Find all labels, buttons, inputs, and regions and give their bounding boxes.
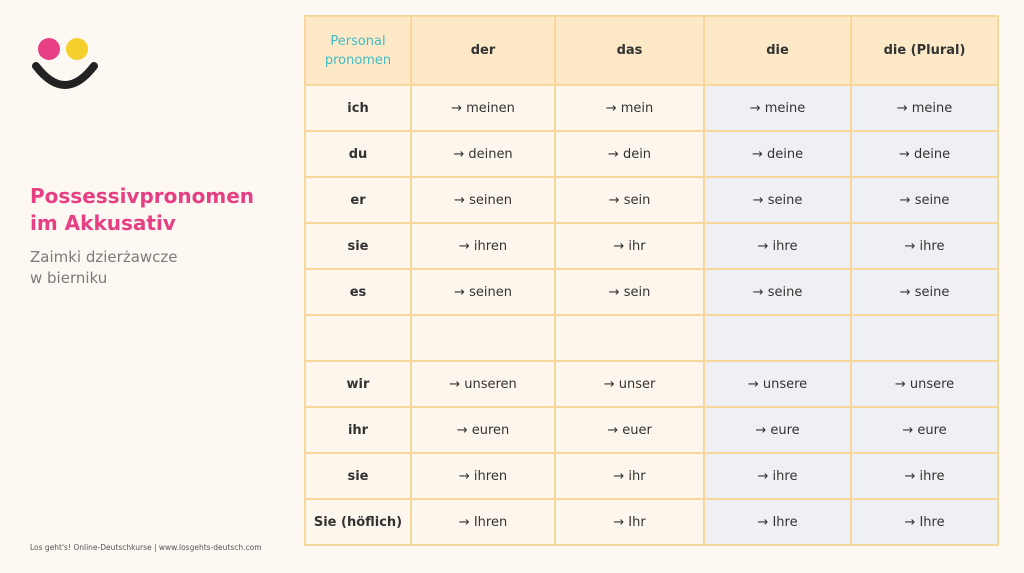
cell-das: → euer [554, 406, 705, 454]
cell-der: → deinen [410, 130, 556, 178]
cell-der: → seinen [410, 176, 556, 224]
cell-die: → Ihre [703, 498, 852, 546]
cell-die-plural: → seine [850, 176, 999, 224]
logo-yellow-dot [66, 38, 88, 60]
cell-die-plural: → eure [850, 406, 999, 454]
cell-das: → ihr [554, 452, 705, 500]
cell-die-plural: → ihre [850, 222, 999, 270]
cell-das: → sein [554, 268, 705, 316]
cell-personal-pronoun [304, 314, 412, 362]
header-personal-pronoun: Personal pronomen [304, 15, 412, 86]
cell-personal-pronoun: sie [304, 222, 412, 270]
cell-das: → mein [554, 84, 705, 132]
cell-das [554, 314, 705, 362]
cell-die: → ihre [703, 222, 852, 270]
table-row: ich → meinen → mein → meine → meine [304, 84, 999, 132]
cell-die-plural: → Ihre [850, 498, 999, 546]
cell-der: → meinen [410, 84, 556, 132]
cell-der: → euren [410, 406, 556, 454]
brand-logo [32, 38, 98, 89]
title-line-2: im Akkusativ [30, 211, 176, 235]
logo-pink-dot [38, 38, 60, 60]
cell-das: → sein [554, 176, 705, 224]
cell-der: → unseren [410, 360, 556, 408]
cell-der: → ihren [410, 452, 556, 500]
table-row: sie → ihren → ihr → ihre → ihre [304, 452, 999, 500]
page-title: Possessivpronomen im Akkusativ [30, 183, 290, 237]
cell-die: → unsere [703, 360, 852, 408]
table-row: er → seinen → sein → seine → seine [304, 176, 999, 224]
cell-personal-pronoun: Sie (höflich) [304, 498, 412, 546]
cell-personal-pronoun: sie [304, 452, 412, 500]
header-die: die [703, 15, 852, 86]
table-row [304, 314, 999, 362]
cell-das: → unser [554, 360, 705, 408]
table-row: wir → unseren → unser → unsere → unsere [304, 360, 999, 408]
cell-das: → Ihr [554, 498, 705, 546]
cell-der: → seinen [410, 268, 556, 316]
table-body: ich → meinen → mein → meine → meine du → deine… [304, 84, 999, 546]
cell-die: → deine [703, 130, 852, 178]
header-der: der [410, 15, 556, 86]
cell-die-plural: → meine [850, 84, 999, 132]
cell-personal-pronoun: ich [304, 84, 412, 132]
cell-personal-pronoun: es [304, 268, 412, 316]
cell-der [410, 314, 556, 362]
table-row: du → deinen → dein → deine → deine [304, 130, 999, 178]
cell-die: → seine [703, 176, 852, 224]
pronoun-table: Personal pronomen der das die die (Plural) ic… [304, 15, 999, 546]
cell-die-plural: → ihre [850, 452, 999, 500]
cell-die: → eure [703, 406, 852, 454]
cell-personal-pronoun: wir [304, 360, 412, 408]
cell-personal-pronoun: du [304, 130, 412, 178]
page-subtitle: Zaimki dzierżawcze w bierniku [30, 247, 270, 289]
cell-die-plural: → unsere [850, 360, 999, 408]
cell-die: → seine [703, 268, 852, 316]
cell-die: → ihre [703, 452, 852, 500]
logo-smile [32, 62, 98, 89]
subtitle-line-1: Zaimki dzierżawcze [30, 248, 178, 266]
cell-das: → ihr [554, 222, 705, 270]
cell-die [703, 314, 852, 362]
table-row: sie → ihren → ihr → ihre → ihre [304, 222, 999, 270]
header-das: das [554, 15, 705, 86]
cell-der: → ihren [410, 222, 556, 270]
cell-die-plural: → deine [850, 130, 999, 178]
header-die-plural: die (Plural) [850, 15, 999, 86]
cell-der: → Ihren [410, 498, 556, 546]
cell-die-plural [850, 314, 999, 362]
cell-die: → meine [703, 84, 852, 132]
cell-personal-pronoun: er [304, 176, 412, 224]
subtitle-line-2: w bierniku [30, 269, 108, 287]
header-row: Personal pronomen der das die die (Plural) [304, 15, 999, 86]
table-row: Sie (höflich) → Ihren → Ihr → Ihre → Ihre [304, 498, 999, 546]
cell-die-plural: → seine [850, 268, 999, 316]
cell-das: → dein [554, 130, 705, 178]
cell-personal-pronoun: ihr [304, 406, 412, 454]
title-line-1: Possessivpronomen [30, 184, 255, 208]
table-row: ihr → euren → euer → eure → eure [304, 406, 999, 454]
table-row: es → seinen → sein → seine → seine [304, 268, 999, 316]
footer-text: Los geht's! Online-Deutschkurse | www.lo… [30, 543, 262, 552]
